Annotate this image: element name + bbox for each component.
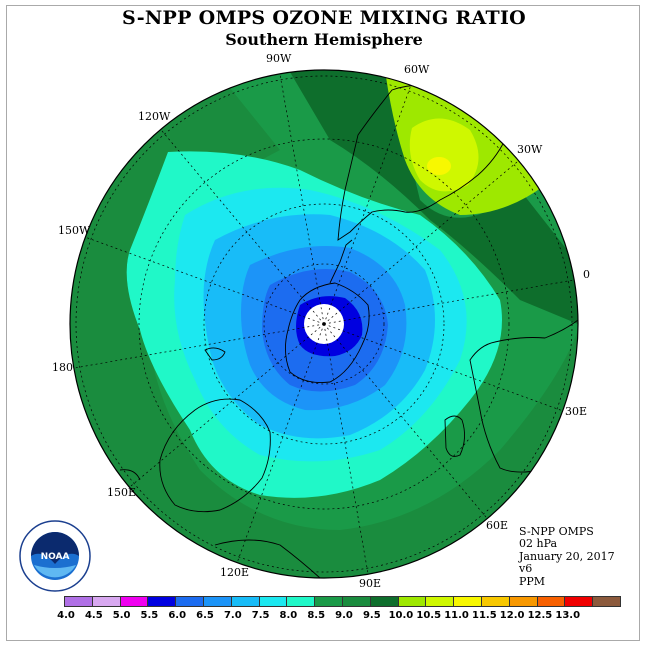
color-scale-segment <box>453 596 482 607</box>
info-date: January 20, 2017 <box>519 549 615 563</box>
madagascar-coast <box>444 415 465 457</box>
latitude-circle <box>203 203 445 445</box>
color-scale-segment <box>147 596 177 607</box>
color-scale-segment <box>425 596 455 607</box>
color-scale-segment <box>369 596 399 607</box>
color-scale-tick: 5.5 <box>140 610 159 621</box>
color-scale-tick: 8.5 <box>307 610 326 621</box>
color-scale-segment <box>91 596 121 607</box>
color-scale-ticks: 4.0 4.5 5.0 5.5 6.0 6.5 7.0 7.5 8.0 8.5 9.0 9.5 10.0… <box>55 610 615 624</box>
color-scale-tick: 5.0 <box>112 610 131 621</box>
color-scale-segment <box>592 596 621 607</box>
color-scale-segment <box>64 596 93 607</box>
meridian-line <box>323 279 575 325</box>
contour-fields <box>70 70 578 578</box>
antarctica-coast <box>285 282 370 383</box>
antarctic-peninsula <box>329 239 353 284</box>
lon-label-150w: 150W <box>58 224 91 237</box>
lon-label-90w: 90W <box>266 52 292 65</box>
map-boundary <box>69 69 579 579</box>
color-scale-tick: 7.0 <box>223 610 242 621</box>
color-scale-segment <box>258 596 288 607</box>
color-scale-tick: 11.5 <box>472 610 497 621</box>
lon-label-30e: 30E <box>565 405 588 418</box>
color-scale-segment <box>564 596 594 607</box>
color-scale-segment <box>119 596 149 607</box>
lon-label-180: 180 <box>52 361 73 374</box>
noaa-logo: NOAA <box>19 520 91 592</box>
color-scale-segment <box>175 596 204 607</box>
indonesia-coast <box>214 539 321 578</box>
lon-label-120w: 120W <box>138 110 171 123</box>
color-scale-tick: 10.0 <box>388 610 414 621</box>
latitude-circle <box>138 138 510 510</box>
lon-label-90e: 90E <box>359 577 382 590</box>
color-scale-tick: 4.0 <box>57 610 75 621</box>
map-title: S-NPP OMPS OZONE MIXING RATIO <box>121 7 527 29</box>
map-subtitle: Southern Hemisphere <box>225 30 423 49</box>
color-scale-tick: 6.5 <box>196 610 214 621</box>
meridian-line <box>323 323 488 519</box>
lon-label-150e: 150E <box>107 486 137 499</box>
color-scale-tick: 8.0 <box>279 610 298 621</box>
color-scale-tick: 7.5 <box>251 610 270 621</box>
graticule <box>75 75 573 573</box>
meridian-line <box>323 85 412 325</box>
meridian-line <box>279 73 325 325</box>
color-scale-segment <box>314 596 343 607</box>
meridian-line <box>73 323 325 369</box>
info-version: v6 <box>519 562 533 576</box>
color-scale-tick: 12.5 <box>527 610 553 621</box>
contour-10-5 <box>427 157 451 175</box>
meridian-line <box>323 323 563 412</box>
color-scale-segment <box>536 596 566 607</box>
product-info: S-NPP OMPS 02 hPa January 20, 2017 v6 PP… <box>519 525 615 588</box>
meridian-line <box>129 323 325 488</box>
color-scale-tick: 4.5 <box>84 610 103 621</box>
color-scale-tick: 9.5 <box>362 610 381 621</box>
color-scale-segment <box>202 596 232 607</box>
color-scale-segment <box>286 596 316 607</box>
color-scale-tick: 13.0 <box>555 610 581 621</box>
contour-9-0-north <box>290 70 578 325</box>
color-scale-tick: 6.0 <box>168 610 187 621</box>
lon-label-120e: 120E <box>220 566 250 579</box>
color-scale-bar <box>64 596 621 608</box>
lon-label-60e: 60E <box>486 519 509 532</box>
meridian-line <box>85 236 325 325</box>
lon-label-60w: 60W <box>404 63 430 76</box>
meridian-line <box>323 160 519 325</box>
australia-coast <box>159 398 271 513</box>
color-scale-segment <box>230 596 260 607</box>
color-scale-segment <box>397 596 427 607</box>
meridians <box>73 73 575 575</box>
color-scale-segment <box>341 596 371 607</box>
south-pole-marker <box>322 322 326 326</box>
color-scale-segment <box>480 596 510 607</box>
meridian-line <box>236 323 325 563</box>
color-scale-tick: 11.0 <box>444 610 469 621</box>
new-zealand-coast <box>204 347 226 361</box>
info-units: PPM <box>519 574 546 588</box>
lon-label-0: 0 <box>583 268 590 281</box>
color-scale-tick: 9.0 <box>335 610 353 621</box>
pacific-islands <box>119 469 141 481</box>
meridian-line <box>323 323 369 575</box>
info-level: 02 hPa <box>519 537 558 551</box>
color-scale-segment <box>508 596 538 607</box>
latitude-circle <box>263 263 385 385</box>
contour-10-0 <box>409 118 479 192</box>
meridian-line <box>160 129 325 325</box>
color-scale-tick: 10.5 <box>416 610 442 621</box>
latitude-circle <box>75 75 573 573</box>
color-scale-tick: 12.0 <box>499 610 525 621</box>
info-instrument: S-NPP OMPS <box>519 525 594 538</box>
noaa-logo-text: NOAA <box>41 552 70 562</box>
lon-label-30w: 30W <box>517 143 543 156</box>
